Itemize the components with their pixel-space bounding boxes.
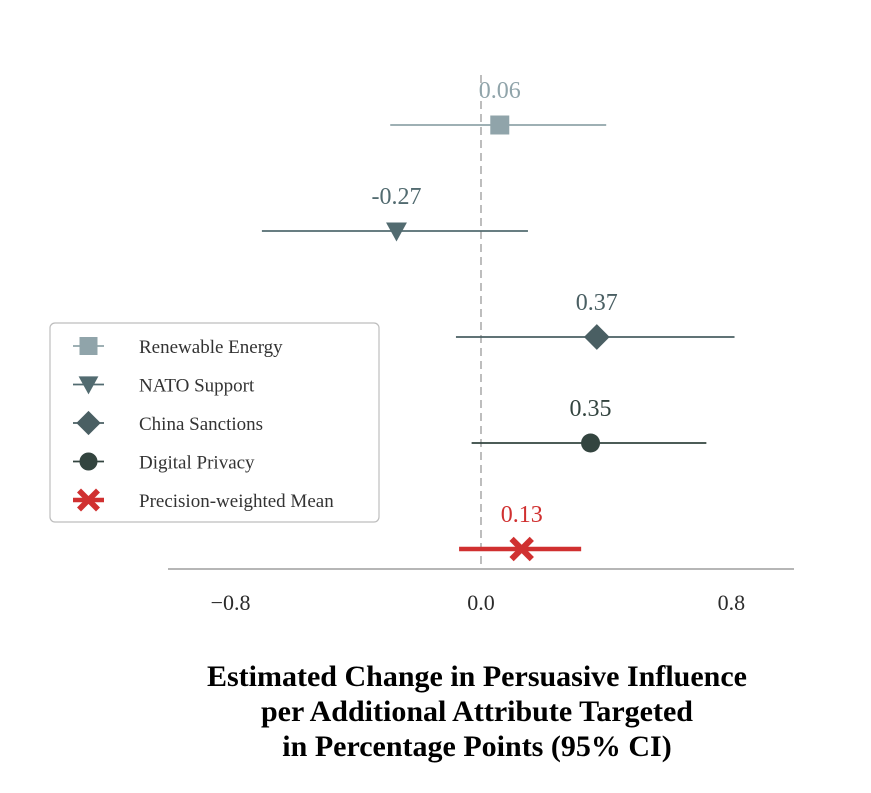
point-estimate-marker: [509, 536, 534, 562]
legend-label: Renewable Energy: [139, 337, 283, 358]
legend-entry: Digital Privacy: [73, 452, 255, 474]
series-renewable-energy: 0.06: [390, 78, 607, 135]
value-label: 0.06: [479, 78, 521, 104]
legend-marker-icon: [76, 410, 101, 436]
legend-box: [49, 322, 380, 523]
value-label: 0.13: [501, 502, 543, 528]
series-china-sanctions: 0.37: [455, 290, 735, 350]
x-axis-title-line: per Additional Attribute Targeted: [261, 695, 693, 728]
value-label: 0.35: [570, 396, 612, 422]
legend-label: Digital Privacy: [139, 453, 255, 474]
point-estimate-marker: [386, 222, 407, 242]
legend-label: Precision-weighted Mean: [139, 491, 334, 512]
x-axis-title-line: Estimated Change in Persuasive Influence: [207, 660, 747, 693]
value-label: 0.37: [576, 290, 618, 316]
legend-label: China Sanctions: [139, 414, 263, 435]
legend-entry: NATO Support: [73, 376, 255, 397]
value-label: -0.27: [371, 184, 421, 210]
series-nato-support: -0.27: [261, 184, 528, 242]
point-estimate-marker: [583, 324, 610, 350]
legend-marker-icon: [79, 337, 98, 355]
x-tick-label: 0.8: [718, 590, 746, 615]
x-axis-title-line: in Percentage Points (95% CI): [282, 730, 671, 763]
legend-entry: Renewable Energy: [73, 337, 283, 358]
point-estimate-marker: [490, 115, 510, 135]
series-precision-weighted-mean: 0.13: [459, 502, 582, 562]
legend-marker-icon: [78, 376, 99, 395]
legend-label: NATO Support: [139, 376, 255, 397]
legend-marker-icon: [77, 488, 100, 512]
x-tick-label: −0.8: [211, 590, 251, 615]
point-estimate-marker: [581, 433, 601, 453]
legend-entry: Precision-weighted Mean: [73, 488, 334, 512]
series-digital-privacy: 0.35: [471, 396, 707, 453]
legend-marker-icon: [79, 452, 98, 471]
legend-entry: China Sanctions: [73, 410, 263, 436]
x-tick-label: 0.0: [467, 590, 495, 615]
